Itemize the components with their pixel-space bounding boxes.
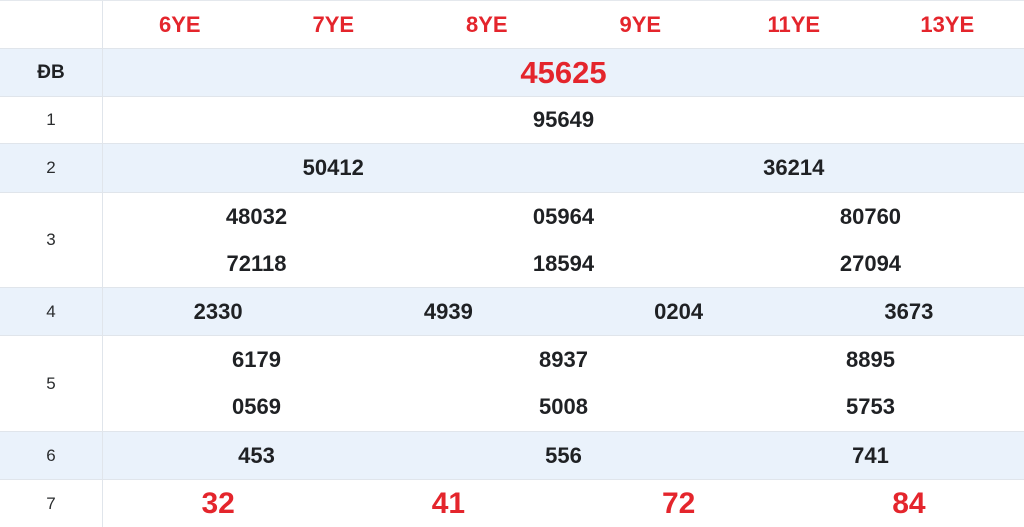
prize-value: 84 bbox=[892, 487, 926, 520]
prize-row-db: ĐB 45625 bbox=[0, 49, 1024, 97]
prize-row-4: 4 2330 4939 0204 3673 bbox=[0, 288, 1024, 336]
prize-value: 556 bbox=[545, 442, 582, 468]
prize-value: 8895 bbox=[845, 346, 895, 372]
row-label-2: 2 bbox=[0, 144, 103, 192]
prize-row-7: 7 32 41 72 84 bbox=[0, 480, 1024, 527]
prize-value: 3673 bbox=[884, 298, 934, 324]
prize-value: 36214 bbox=[763, 155, 825, 180]
prize-value: 5753 bbox=[845, 394, 895, 420]
prize-value: 45625 bbox=[520, 54, 607, 90]
prize-value: 2330 bbox=[193, 298, 243, 324]
column-header-7ye[interactable]: 7YE bbox=[312, 11, 355, 37]
prize-value: 5008 bbox=[539, 394, 588, 420]
prize-row-5: 5 6179 8937 8895 0569 5008 5753 bbox=[0, 336, 1024, 432]
prize-value: 05964 bbox=[532, 203, 595, 229]
prize-row-3: 3 48032 05964 80760 72118 18594 27094 bbox=[0, 193, 1024, 288]
prize-value: 0204 bbox=[654, 298, 704, 324]
prize-value: 41 bbox=[431, 487, 466, 520]
row-label-6: 6 bbox=[0, 432, 103, 479]
column-header-9ye[interactable]: 9YE bbox=[619, 11, 662, 37]
prize-row-1: 1 95649 bbox=[0, 97, 1024, 144]
prize-value: 741 bbox=[852, 442, 889, 468]
column-header-8ye[interactable]: 8YE bbox=[465, 11, 508, 37]
row-label-1: 1 bbox=[0, 97, 103, 143]
prize-value: 6179 bbox=[232, 346, 281, 372]
column-header-13ye[interactable]: 13YE bbox=[920, 11, 975, 37]
prize-value: 32 bbox=[201, 487, 235, 520]
prize-value: 8937 bbox=[539, 346, 588, 372]
prize-value: 95649 bbox=[532, 107, 595, 132]
row-label-5: 5 bbox=[0, 336, 103, 431]
prize-value: 48032 bbox=[225, 203, 288, 229]
column-header-11ye[interactable]: 11YE bbox=[767, 11, 821, 37]
row-label-db: ĐB bbox=[0, 49, 103, 96]
prize-value: 72 bbox=[661, 487, 696, 520]
header-corner-cell bbox=[0, 1, 103, 48]
prize-value: 18594 bbox=[532, 250, 595, 276]
prize-value: 50412 bbox=[302, 155, 364, 180]
row-label-4: 4 bbox=[0, 288, 103, 335]
prize-value: 27094 bbox=[839, 250, 902, 276]
prize-value: 72118 bbox=[226, 250, 287, 276]
prize-value: 80760 bbox=[839, 203, 902, 229]
row-label-3: 3 bbox=[0, 193, 103, 287]
prize-value: 453 bbox=[238, 442, 275, 468]
column-header-6ye[interactable]: 6YE bbox=[158, 11, 201, 37]
prize-row-6: 6 453 556 741 bbox=[0, 432, 1024, 480]
prize-value: 0569 bbox=[232, 394, 281, 420]
prize-row-2: 2 50412 36214 bbox=[0, 144, 1024, 193]
header-row: 6YE 7YE 8YE 9YE 11YE 13YE bbox=[0, 1, 1024, 49]
row-label-7: 7 bbox=[0, 480, 103, 527]
prize-value: 4939 bbox=[423, 298, 473, 324]
